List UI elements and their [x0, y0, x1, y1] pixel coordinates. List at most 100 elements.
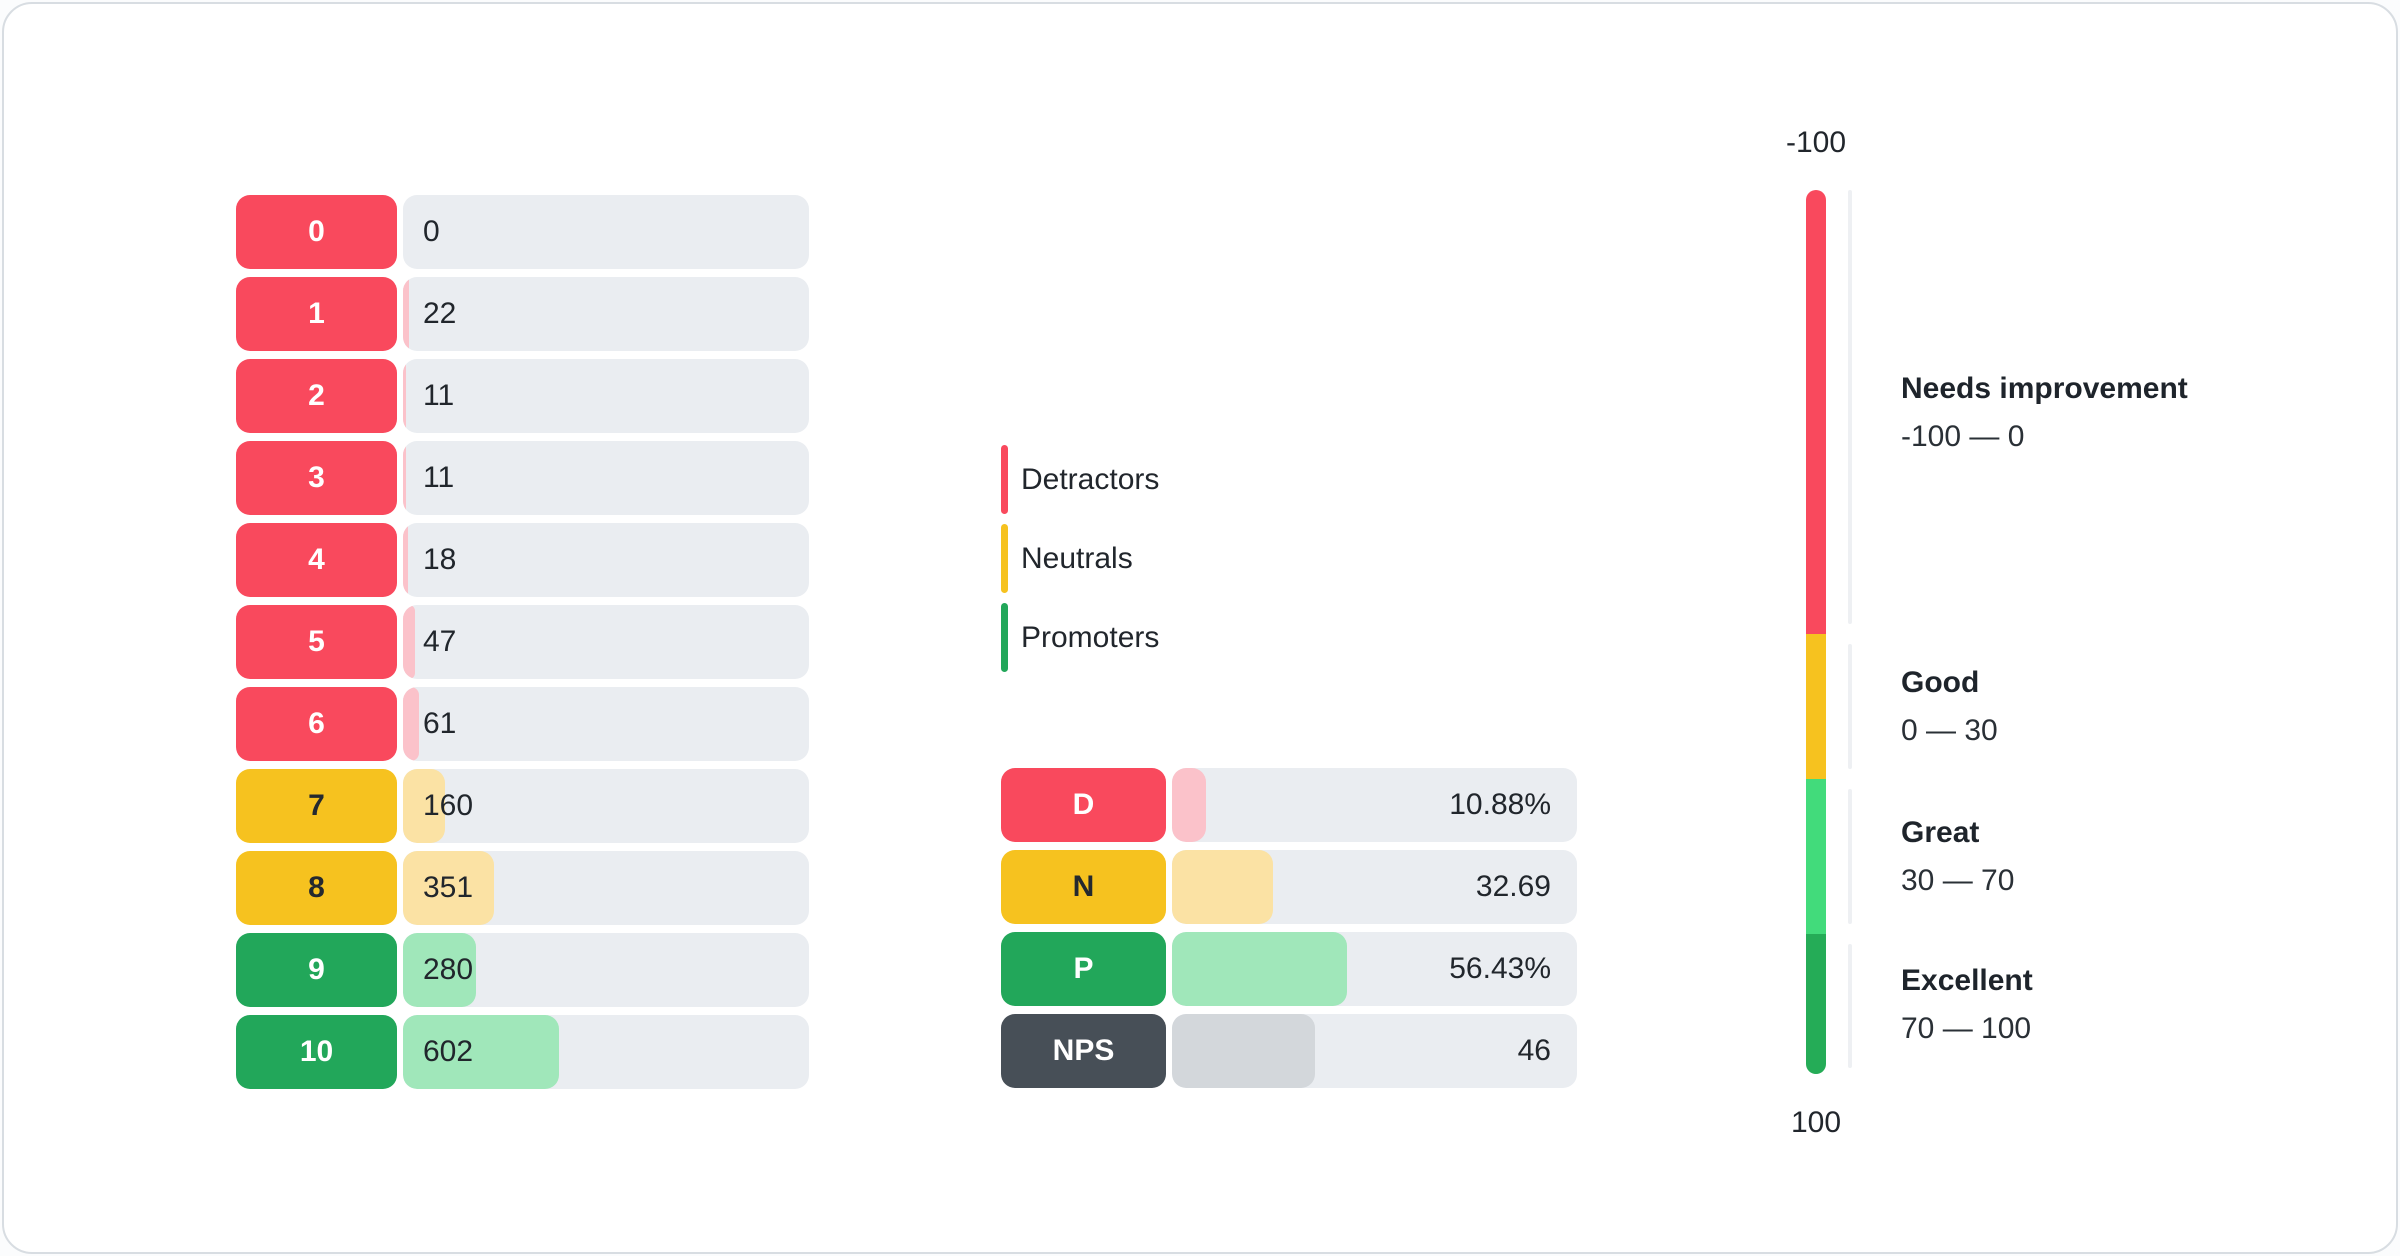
score-track: 11 — [403, 359, 809, 433]
score-pill-0: 0 — [236, 195, 397, 269]
score-pill-4: 4 — [236, 523, 397, 597]
score-count: 11 — [423, 461, 455, 494]
legend-color-bar — [1001, 445, 1008, 514]
score-track: 0 — [403, 195, 809, 269]
score-pill-3: 3 — [236, 441, 397, 515]
score-row[interactable]: 6 61 — [236, 687, 809, 761]
summary-track: 46 — [1172, 1014, 1577, 1088]
score-row[interactable]: 8 351 — [236, 851, 809, 925]
summary-value: 56.43% — [1449, 952, 1551, 985]
score-row[interactable]: 4 18 — [236, 523, 809, 597]
nps-gauge-bar — [1806, 190, 1826, 1074]
score-pill-7: 7 — [236, 769, 397, 843]
gauge-section-label: Great 30 — 70 — [1901, 816, 2014, 898]
legend-item-promoter[interactable]: Promoters — [1001, 603, 1159, 672]
score-row[interactable]: 9 280 — [236, 933, 809, 1007]
score-track: 11 — [403, 441, 809, 515]
legend-item-neutral[interactable]: Neutrals — [1001, 524, 1159, 593]
score-fill — [403, 1015, 560, 1089]
summary-row[interactable]: D 10.88% — [1001, 768, 1577, 842]
score-row[interactable]: 10 602 — [236, 1015, 809, 1089]
summary-fill — [1172, 768, 1206, 842]
score-track: 280 — [403, 933, 809, 1007]
gauge-section-title: Great — [1901, 816, 1980, 849]
score-count: 11 — [423, 379, 455, 412]
score-pill-5: 5 — [236, 605, 397, 679]
score-track: 160 — [403, 769, 809, 843]
gauge-max-tick: -100 — [1785, 126, 1847, 159]
gauge-section-title: Needs improvement — [1901, 372, 2188, 405]
score-track: 22 — [403, 277, 809, 351]
gauge-track-segment — [1848, 789, 1852, 924]
score-fill — [403, 933, 476, 1007]
legend-color-bar — [1001, 524, 1008, 593]
gauge-segment-detractor — [1806, 190, 1826, 634]
score-fill — [403, 851, 495, 925]
gauge-section-label: Good 0 — 30 — [1901, 666, 1998, 748]
score-count: 602 — [423, 1035, 474, 1068]
score-row[interactable]: 7 160 — [236, 769, 809, 843]
score-count: 61 — [423, 707, 457, 740]
score-track: 61 — [403, 687, 809, 761]
gauge-section-range: 30 — 70 — [1901, 864, 2015, 897]
gauge-min-tick: 100 — [1790, 1106, 1842, 1139]
score-fill — [403, 359, 406, 433]
score-track: 602 — [403, 1015, 809, 1089]
gauge-segment-neutral — [1806, 634, 1826, 779]
score-row[interactable]: 5 47 — [236, 605, 809, 679]
legend-item-detractor[interactable]: Detractors — [1001, 445, 1159, 514]
gauge-section-title: Good — [1901, 666, 1980, 699]
score-fill — [403, 277, 409, 351]
summary-pill-nps: NPS — [1001, 1014, 1166, 1088]
score-count: 280 — [423, 953, 474, 986]
score-count: 22 — [423, 297, 457, 330]
summary-pill-d: D — [1001, 768, 1166, 842]
score-pill-10: 10 — [236, 1015, 397, 1089]
score-count: 160 — [423, 789, 474, 822]
score-track: 18 — [403, 523, 809, 597]
score-pill-2: 2 — [236, 359, 397, 433]
score-fill — [403, 523, 408, 597]
summary-fill — [1172, 932, 1347, 1006]
score-pill-9: 9 — [236, 933, 397, 1007]
summary-track: 32.69 — [1172, 850, 1577, 924]
summary-track: 10.88% — [1172, 768, 1577, 842]
score-distribution-chart: 0 0 1 22 2 11 3 11 4 18 5 — [236, 195, 809, 1097]
score-fill — [403, 687, 419, 761]
score-pill-8: 8 — [236, 851, 397, 925]
summary-fill — [1172, 1014, 1315, 1088]
gauge-track-segment — [1848, 944, 1852, 1068]
summary-value: 32.69 — [1475, 870, 1551, 903]
summary-pill-p: P — [1001, 932, 1166, 1006]
gauge-section-range: 70 — 100 — [1901, 1012, 2032, 1045]
score-row[interactable]: 0 0 — [236, 195, 809, 269]
summary-row[interactable]: P 56.43% — [1001, 932, 1577, 1006]
gauge-track-segment — [1848, 644, 1852, 769]
score-row[interactable]: 1 22 — [236, 277, 809, 351]
legend-label: Promoters — [1021, 620, 1160, 654]
gauge-segment-excellent — [1806, 934, 1826, 1074]
score-fill — [403, 605, 416, 679]
score-fill — [403, 769, 445, 843]
gauge-section-label: Excellent 70 — 100 — [1901, 964, 2033, 1046]
summary-row[interactable]: N 32.69 — [1001, 850, 1577, 924]
score-row[interactable]: 3 11 — [236, 441, 809, 515]
score-count: 18 — [423, 543, 457, 576]
legend-color-bar — [1001, 603, 1008, 672]
score-track: 351 — [403, 851, 809, 925]
score-row[interactable]: 2 11 — [236, 359, 809, 433]
summary-pill-n: N — [1001, 850, 1166, 924]
gauge-segment-great — [1806, 779, 1826, 934]
gauge-section-label: Needs improvement -100 — 0 — [1901, 372, 2188, 454]
summary-track: 56.43% — [1172, 932, 1577, 1006]
score-pill-6: 6 — [236, 687, 397, 761]
nps-summary-chart: D 10.88% N 32.69 P 56.43% NPS 46 — [1001, 768, 1577, 1096]
summary-row[interactable]: NPS 46 — [1001, 1014, 1577, 1088]
legend-label: Detractors — [1021, 462, 1160, 496]
gauge-track-segment — [1848, 190, 1852, 624]
legend-label: Neutrals — [1021, 541, 1133, 575]
score-track: 47 — [403, 605, 809, 679]
gauge-section-range: -100 — 0 — [1901, 420, 2025, 453]
summary-value: 10.88% — [1449, 788, 1551, 821]
